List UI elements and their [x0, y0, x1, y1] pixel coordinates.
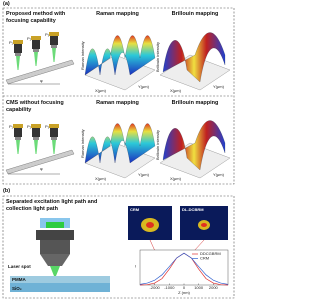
objective	[49, 124, 59, 154]
y-label: Y(μm)	[213, 172, 225, 177]
plot-title: Brillouin mapping	[171, 100, 219, 106]
panel-label: (b)	[3, 188, 11, 194]
probe-label: P₁	[9, 40, 14, 45]
x-tick-label: 1000	[194, 285, 204, 290]
objective	[31, 36, 41, 66]
legend-label: CRM	[200, 256, 209, 261]
y-label: Y(μm)	[213, 84, 225, 89]
y-label: Y(μm)	[138, 172, 150, 177]
z-label: Brillouin intensity	[155, 42, 160, 72]
plot-frame	[139, 249, 229, 286]
x-label: X(μm)	[95, 88, 107, 93]
angle-label: φ	[40, 78, 43, 83]
tilted-sample	[5, 59, 75, 85]
objective	[13, 40, 23, 70]
probe-label: P₃	[45, 32, 50, 37]
objective	[49, 32, 59, 62]
z-label: Brillouin intensity	[155, 130, 160, 160]
layer-label: SiO₂	[12, 286, 22, 291]
angle-label: φ	[40, 166, 43, 171]
panel-b-box	[2, 195, 235, 299]
x-label: X(μm)	[95, 176, 107, 181]
x-tick-label: -1000	[164, 285, 175, 290]
profile-line	[139, 252, 229, 285]
plot-title: Brillouin mapping	[171, 11, 219, 17]
image-label: DL-DCBRM	[182, 207, 204, 212]
row-title: Proposed method with focusing capability	[6, 11, 66, 24]
figure: -2000 -1000 0 1000 2000 Z (nm) I DDCGBRM CRM P₁ P…	[2, 1, 235, 299]
raman-surface	[84, 35, 156, 91]
x-axis-label: Z (nm)	[178, 290, 190, 295]
probe-label: P₁	[9, 124, 14, 129]
row-title: CMS without focusing capability	[6, 100, 64, 113]
x-label: X(μm)	[170, 88, 182, 93]
brillouin-surface	[159, 120, 231, 179]
layer-label: PMMA	[12, 277, 26, 282]
row-1-art	[5, 32, 231, 91]
tilted-sample	[5, 149, 75, 175]
laser-label: Laser spot	[8, 264, 31, 269]
raman-surface	[84, 123, 156, 179]
legend-label: DDCGBRM	[200, 251, 221, 256]
z-label: Raman intensity	[80, 41, 85, 70]
probe-label: P₃	[45, 124, 50, 129]
objective	[13, 124, 23, 154]
image-label: CRM	[130, 207, 140, 212]
plot-title: Raman mapping	[96, 11, 139, 17]
x-tick-label: 0	[183, 285, 186, 290]
objective	[31, 124, 41, 154]
x-tick-label: -2000	[150, 285, 161, 290]
x-label: X(μm)	[170, 176, 182, 181]
probe-label: P₂	[27, 124, 32, 129]
panel-label: (a)	[3, 1, 10, 7]
plot-title: Raman mapping	[96, 100, 139, 106]
z-label: Raman intensity	[80, 129, 85, 158]
x-tick-label: 2000	[209, 285, 219, 290]
y-axis-label: I	[135, 264, 136, 269]
probe-label: P₂	[27, 36, 32, 41]
setup-title: Separated excitation light path and coll…	[6, 199, 98, 212]
row-2-art	[5, 120, 231, 179]
setup-art	[10, 206, 228, 292]
brillouin-surface	[159, 32, 231, 91]
y-label: Y(μm)	[138, 84, 150, 89]
